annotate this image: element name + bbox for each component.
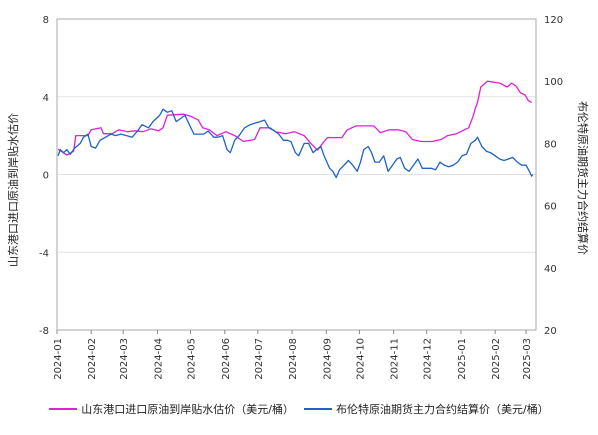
x-tick-label: 2024-07: [254, 338, 265, 380]
y-left-tick-label: 8: [43, 15, 49, 26]
y-right-tick-label: 100: [544, 77, 563, 88]
x-tick-label: 2024-04: [153, 338, 164, 380]
x-tick-label: 2024-09: [322, 338, 333, 380]
y-right-tick-label: 20: [544, 326, 557, 337]
x-tick-label: 2024-10: [355, 338, 366, 380]
x-tick-label: 2024-08: [288, 338, 299, 380]
y-right-axis-ticks: 120 100 80 60 40 20: [544, 15, 563, 337]
x-axis-ticks: 2024-01 2024-02 2024-03 2024-04 2024-05 2024-…: [53, 330, 533, 380]
legend-swatch-brent: [304, 408, 332, 410]
y-right-tick-label: 60: [544, 202, 557, 213]
y-right-tick-label: 40: [544, 264, 557, 275]
x-tick-label: 2024-11: [390, 338, 401, 380]
y-left-tick-label: -8: [39, 326, 49, 337]
x-tick-label: 2024-01: [53, 338, 64, 380]
plot-frame: [56, 18, 537, 331]
x-tick-label: 2025-02: [491, 338, 502, 380]
y-left-axis-ticks: 8 4 0 -4 -8: [39, 15, 49, 337]
legend-swatch-discount: [49, 408, 78, 410]
y-right-tick-label: 80: [544, 139, 557, 150]
x-tick-label: 2024-02: [87, 338, 98, 380]
series-line-brent: [57, 108, 534, 179]
x-tick-label: 2025-01: [457, 338, 468, 380]
legend-label-brent: 布伦特原油期货主力合约结算价（美元/桶）: [336, 403, 549, 416]
legend-label-discount: 山东港口进口原油到岸贴水估价（美元/桶）: [81, 403, 294, 416]
legend: 山东港口进口原油到岸贴水估价（美元/桶） 布伦特原油期货主力合约结算价（美元/桶…: [0, 398, 598, 420]
x-tick-label: 2024-03: [119, 338, 130, 380]
y-left-tick-label: 4: [43, 93, 49, 104]
x-tick-label: 2024-06: [221, 338, 232, 380]
x-tick-label: 2024-12: [423, 338, 434, 380]
y-left-tick-label: 0: [43, 171, 49, 182]
y-right-tick-label: 120: [544, 15, 563, 26]
y-right-axis-title: 布伦特原油期货主力合约结算价: [576, 101, 590, 255]
series-layer: [57, 80, 534, 179]
grid-lines: [57, 18, 536, 331]
x-tick-label: 2025-03: [522, 338, 533, 380]
x-tick-label: 2024-05: [187, 338, 198, 380]
legend-item-discount: 山东港口进口原油到岸贴水估价（美元/桶）: [49, 401, 294, 417]
series-line-discount: [57, 80, 532, 156]
y-left-tick-label: -4: [39, 248, 49, 259]
legend-item-brent: 布伦特原油期货主力合约结算价（美元/桶）: [304, 401, 549, 417]
y-left-axis-title: 山东港口进口原油到岸贴水估价: [6, 113, 20, 267]
